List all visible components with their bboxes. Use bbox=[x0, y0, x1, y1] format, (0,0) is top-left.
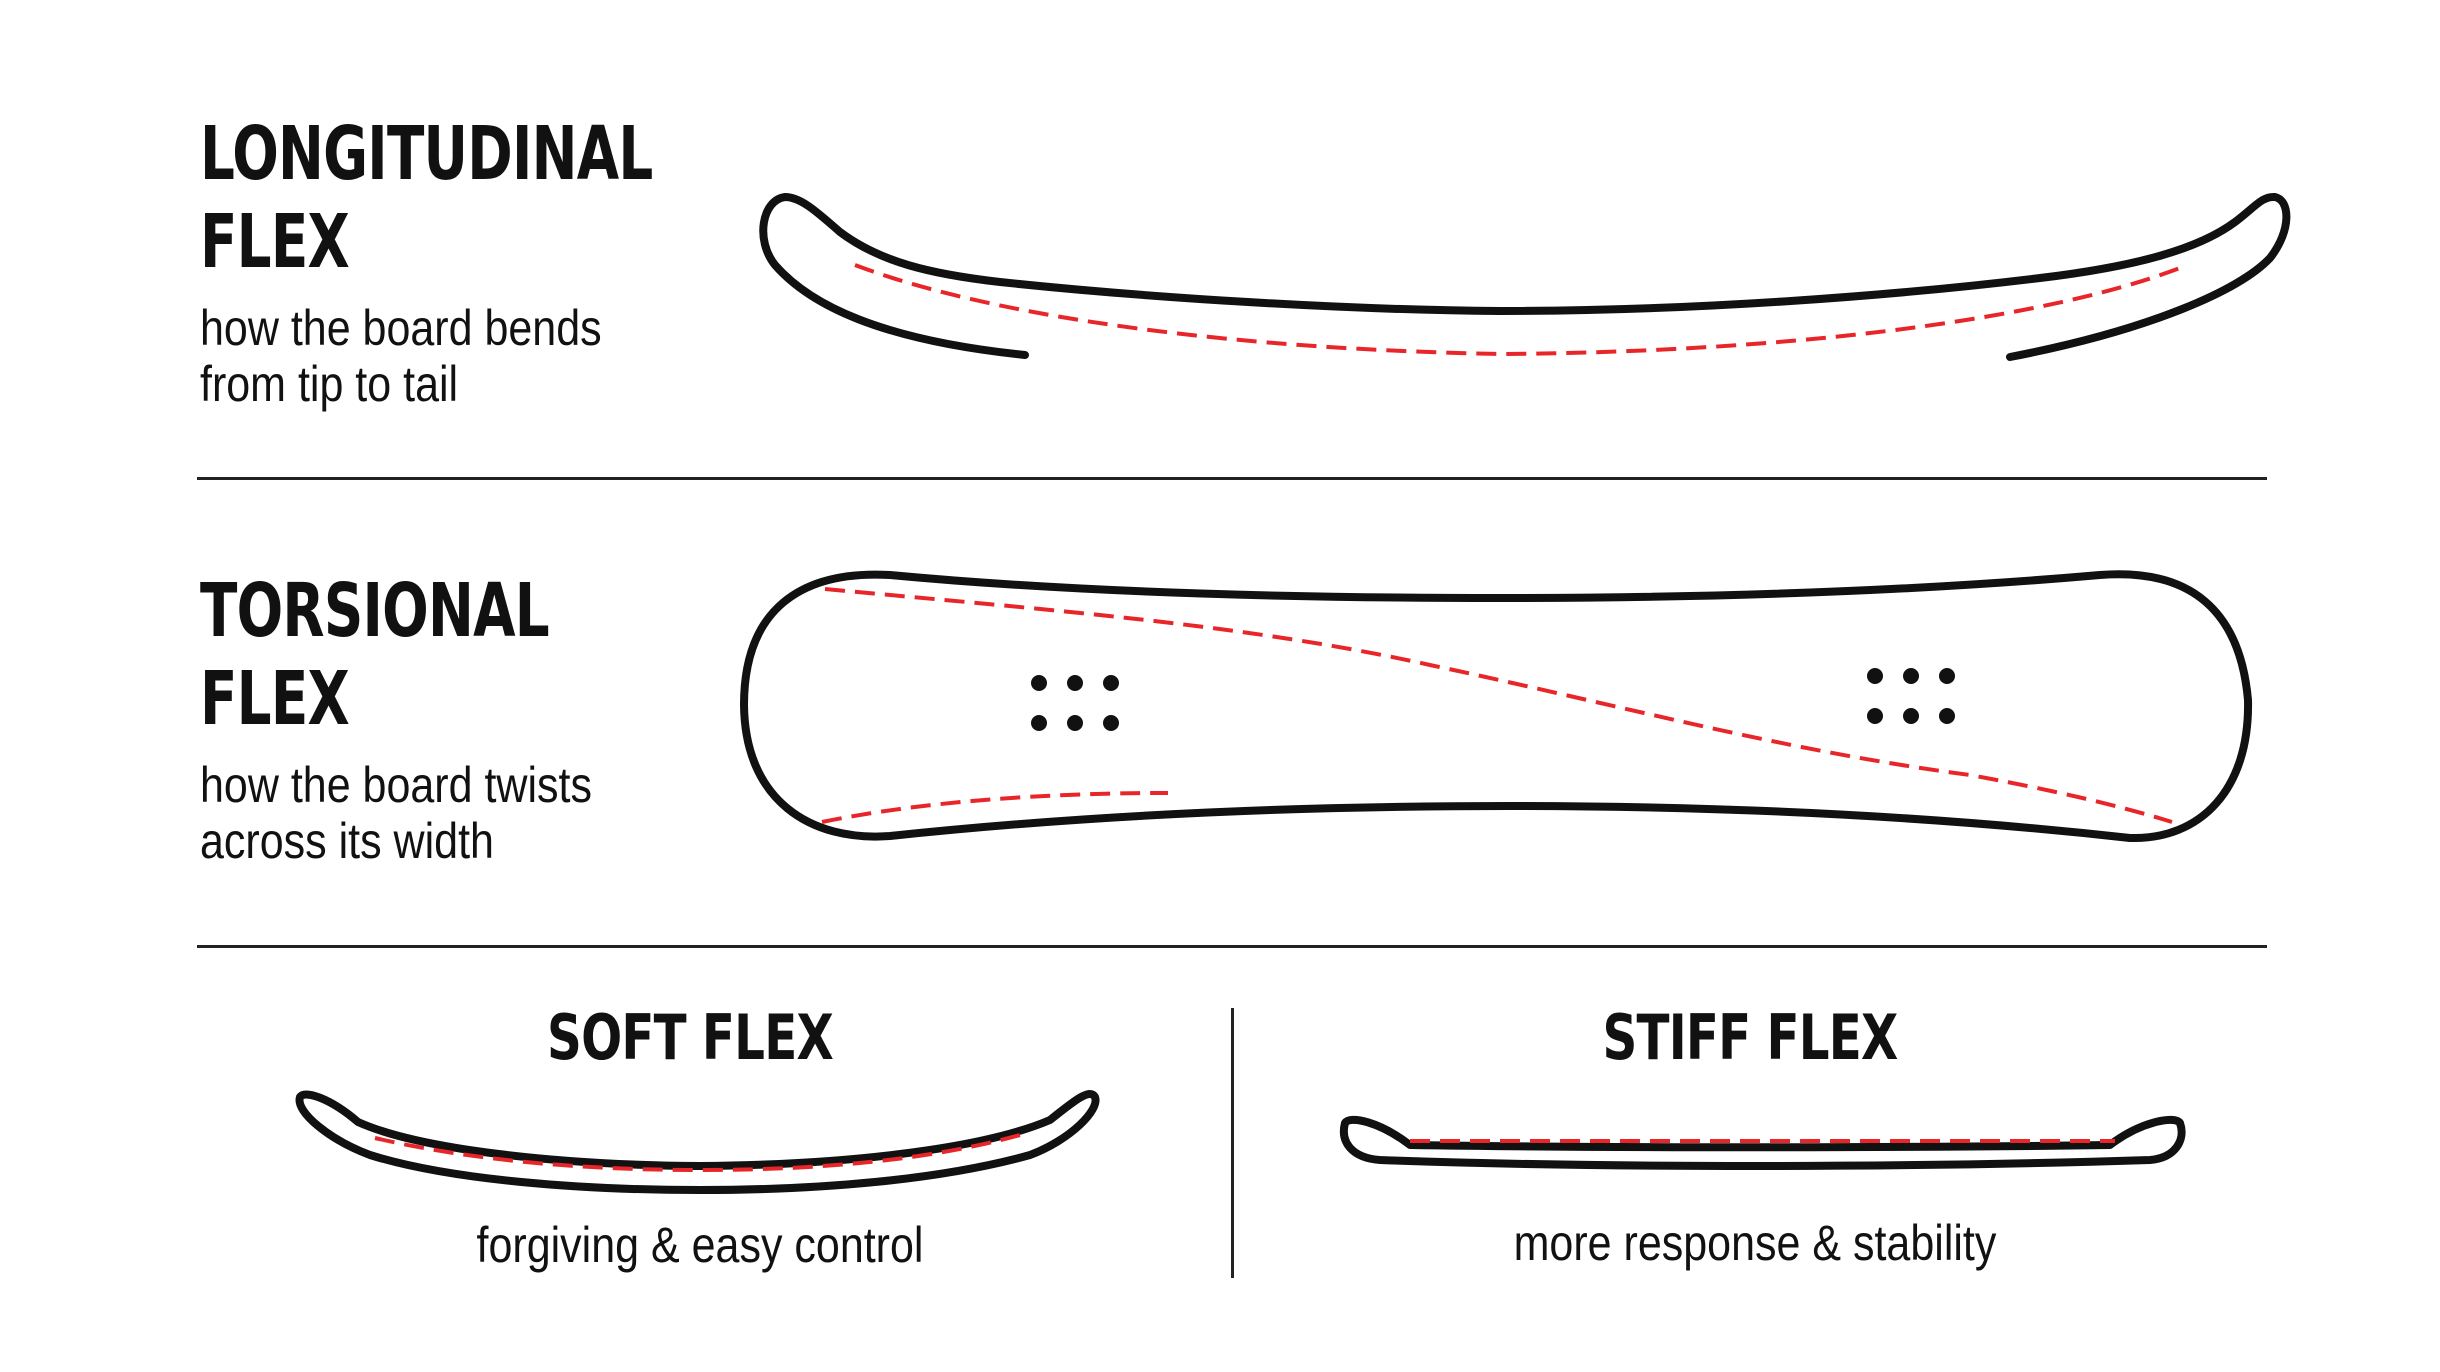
divider-bottom bbox=[197, 945, 2267, 948]
longitudinal-desc-line1: how the board bends bbox=[200, 300, 602, 356]
soft-flex-line bbox=[374, 1133, 1021, 1173]
soft-flex-board-icon bbox=[295, 1090, 1100, 1194]
soft-flex-title: SOFT FLEX bbox=[490, 1003, 890, 1073]
longitudinal-title-line1: LONGITUDINAL bbox=[200, 111, 653, 197]
binding-holes-left bbox=[1031, 675, 1119, 731]
longitudinal-desc-line2: from tip to tail bbox=[200, 356, 459, 412]
torsional-section: TORSIONAL FLEX how the board twists acro… bbox=[200, 567, 671, 869]
torsional-title-line1: TORSIONAL bbox=[200, 568, 550, 654]
stiff-flex-title: STIFF FLEX bbox=[1550, 1003, 1950, 1073]
stiff-flex-desc: more response & stability bbox=[1513, 1215, 1997, 1271]
longitudinal-title-line2: FLEX bbox=[200, 199, 350, 285]
stiff-flex-board-icon bbox=[1339, 1115, 2186, 1170]
torsional-flex-line-short bbox=[821, 791, 1169, 824]
binding-holes-right bbox=[1867, 668, 1955, 724]
divider-vertical bbox=[1231, 1008, 1234, 1278]
torsional-flex-line-diagonal bbox=[824, 587, 2173, 824]
soft-flex-caption: forgiving & easy control bbox=[400, 1217, 1000, 1273]
divider-top bbox=[197, 477, 2267, 480]
snowboard-side-profile-icon bbox=[759, 192, 2291, 361]
snowboard-top-view-icon bbox=[740, 570, 2253, 843]
torsional-desc-line2: across its width bbox=[200, 813, 494, 869]
soft-flex-heading: SOFT FLEX bbox=[547, 1001, 834, 1074]
longitudinal-section: LONGITUDINAL FLEX how the board bends fr… bbox=[200, 110, 812, 412]
torsional-title-line2: FLEX bbox=[200, 656, 350, 742]
stiff-flex-caption: more response & stability bbox=[1405, 1215, 2105, 1271]
torsional-desc-line1: how the board twists bbox=[200, 757, 592, 813]
soft-flex-desc: forgiving & easy control bbox=[476, 1217, 924, 1273]
stiff-flex-heading: STIFF FLEX bbox=[1602, 1001, 1898, 1074]
